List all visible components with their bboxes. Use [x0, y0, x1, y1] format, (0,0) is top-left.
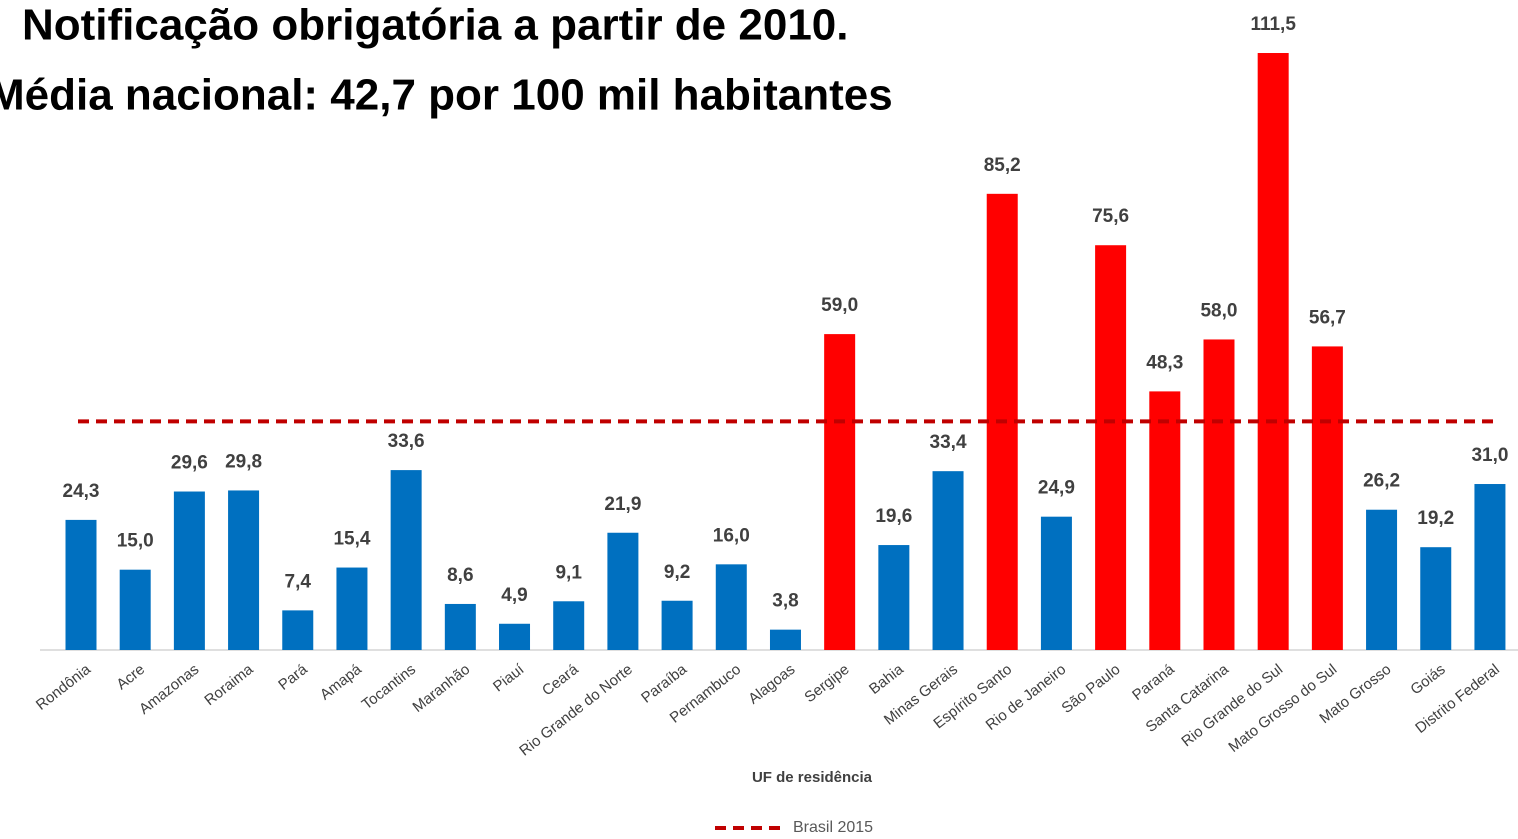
bar [1095, 245, 1127, 650]
value-label: 48,3 [1146, 352, 1183, 373]
x-tick-label: Sergipe [801, 661, 852, 706]
value-label: 75,6 [1092, 206, 1129, 227]
value-label: 7,4 [285, 571, 312, 592]
value-label: 29,8 [225, 451, 262, 472]
bar [390, 470, 422, 650]
bar [228, 490, 260, 650]
value-label: 9,2 [664, 562, 690, 583]
bar [715, 564, 747, 650]
x-tick-label: Amapá [317, 660, 365, 703]
x-tick-label: Bahia [866, 660, 907, 697]
bar [607, 532, 639, 650]
value-label: 33,6 [388, 431, 425, 452]
bar [282, 610, 314, 650]
value-label: 15,4 [333, 529, 370, 550]
value-label: 21,9 [604, 494, 641, 515]
value-label: 4,9 [501, 585, 527, 606]
value-label: 85,2 [984, 155, 1021, 176]
legend-label: Brasil 2015 [793, 819, 873, 836]
x-axis-label: UF de residência [752, 769, 873, 786]
bar [1366, 509, 1398, 650]
value-label: 111,5 [1250, 14, 1296, 35]
x-tick-label: Paraná [1129, 660, 1178, 704]
value-label: 31,0 [1471, 445, 1508, 466]
bar [499, 623, 531, 650]
bar [1311, 346, 1343, 650]
value-label: 33,4 [930, 432, 967, 453]
x-tick-label: Roraima [201, 660, 257, 709]
bar [119, 569, 151, 650]
value-label: 8,6 [447, 565, 473, 586]
x-tick-label: Acre [113, 661, 148, 693]
bar [824, 334, 856, 650]
value-label: 24,9 [1038, 478, 1075, 499]
bar [878, 545, 910, 650]
bar [444, 603, 476, 650]
value-label: 56,7 [1309, 307, 1346, 328]
value-label: 29,6 [171, 453, 208, 474]
bar [553, 601, 585, 650]
x-tick-label: Ceará [539, 660, 582, 699]
value-label: 16,0 [713, 525, 750, 546]
value-label: 19,2 [1417, 508, 1454, 529]
bar [65, 519, 97, 650]
bar [1203, 339, 1235, 650]
value-label: 15,0 [117, 531, 154, 552]
value-label: 59,0 [821, 295, 858, 316]
bar [336, 567, 368, 650]
bar [173, 491, 205, 650]
value-label: 58,0 [1200, 300, 1237, 321]
bar [661, 600, 693, 650]
bar [769, 629, 801, 650]
x-tick-label: Pará [275, 660, 311, 693]
value-label: 19,6 [875, 506, 912, 527]
x-tick-label: Goiás [1407, 661, 1448, 699]
bar [1257, 53, 1289, 650]
value-label: 26,2 [1363, 471, 1400, 492]
x-tick-label: São Paulo [1058, 661, 1123, 717]
x-tick-label: Tocantins [359, 661, 419, 713]
x-tick-label: Alagoas [745, 661, 798, 708]
x-tick-label: Rondônia [33, 660, 95, 713]
value-label: 9,1 [555, 562, 582, 583]
chart-title: Média nacional: 42,7 por 100 mil habitan… [0, 71, 893, 120]
bar [932, 471, 964, 650]
x-tick-label: Maranhão [410, 661, 474, 716]
bar [1149, 391, 1181, 650]
value-label: 3,8 [772, 591, 798, 612]
bar [1474, 484, 1506, 650]
x-tick-label: Amazonas [136, 661, 202, 718]
bar [1040, 516, 1072, 650]
chart-title: Notificação obrigatória a partir de 2010… [22, 1, 848, 50]
x-tick-label: Piauí [490, 660, 528, 695]
value-label: 24,3 [63, 481, 100, 502]
bar [1420, 547, 1452, 650]
